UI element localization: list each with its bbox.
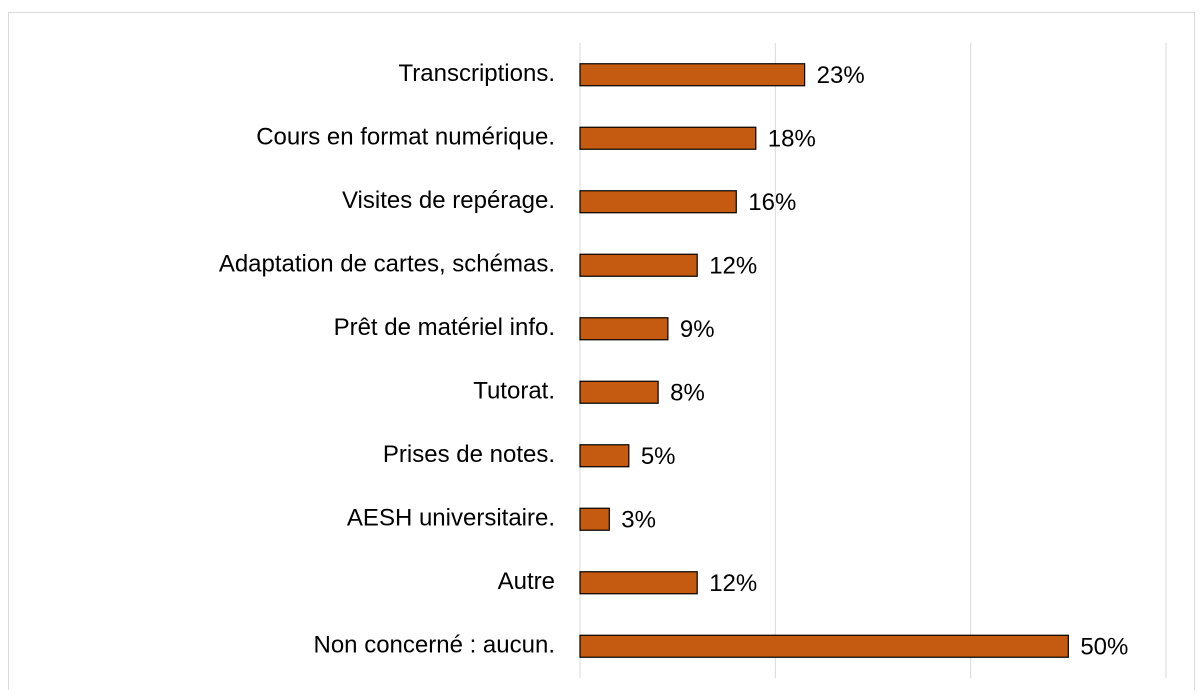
data-label: 3% <box>621 507 656 534</box>
bar <box>579 507 610 531</box>
bar <box>579 571 698 595</box>
data-label: 16% <box>748 189 796 216</box>
data-label: 50% <box>1080 634 1128 661</box>
bar <box>579 634 1069 658</box>
data-label: 9% <box>680 316 715 343</box>
data-label: 12% <box>709 253 757 280</box>
data-label: 18% <box>768 126 816 153</box>
y-tick-label: Tutorat. <box>473 378 555 405</box>
data-label: 12% <box>709 570 757 597</box>
bar <box>579 63 806 87</box>
data-label: 23% <box>817 62 865 89</box>
y-tick-label: Prêt de matériel info. <box>334 314 555 341</box>
y-tick-label: Visites de repérage. <box>342 187 555 214</box>
y-tick-label: Cours en format numérique. <box>256 124 555 151</box>
data-label: 8% <box>670 380 705 407</box>
bar <box>579 126 757 150</box>
bar <box>579 444 630 468</box>
y-tick-label: AESH universitaire. <box>347 505 555 532</box>
y-tick-label: Prises de notes. <box>383 441 555 468</box>
y-tick-label: Transcriptions. <box>399 60 556 87</box>
bar <box>579 253 698 277</box>
bar <box>579 317 669 341</box>
bar <box>579 380 659 404</box>
data-label: 5% <box>641 443 676 470</box>
y-tick-label: Non concerné : aucun. <box>314 632 556 659</box>
y-tick-label: Adaptation de cartes, schémas. <box>219 251 555 278</box>
y-tick-label: Autre <box>498 568 555 595</box>
bar <box>579 190 737 214</box>
